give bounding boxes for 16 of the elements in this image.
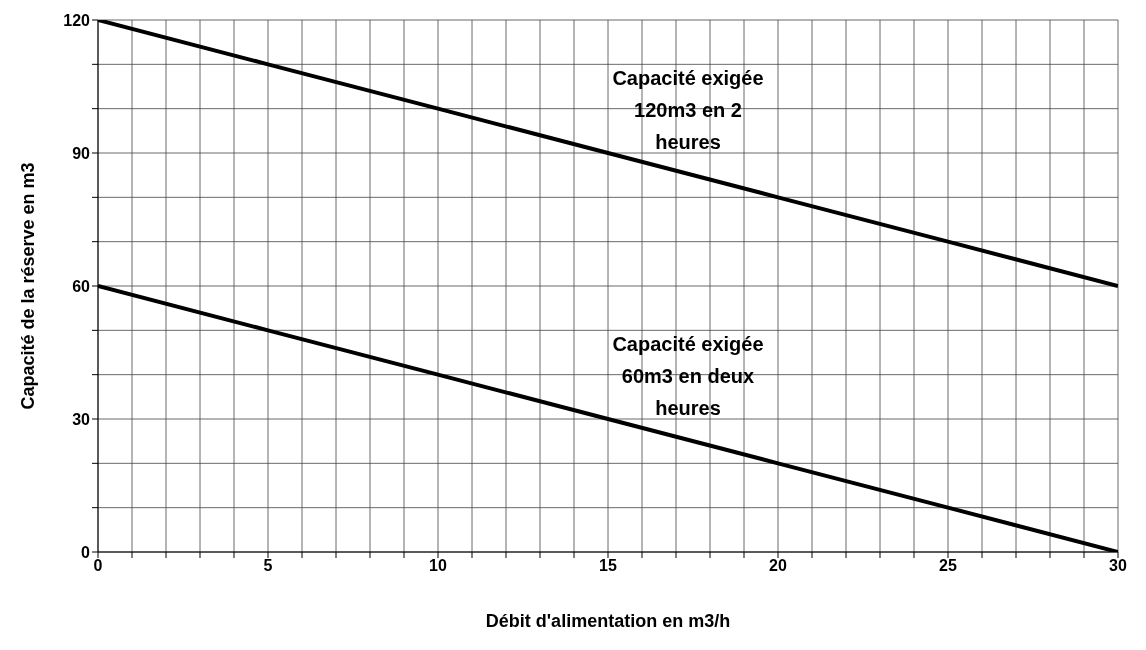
y-axis-title: Capacité de la réserve en m3 xyxy=(18,162,39,410)
y-tick-label: 0 xyxy=(81,543,91,561)
series-label: Capacité exigée 60m3 en deux heures xyxy=(612,333,764,419)
y-tick-label: 120 xyxy=(63,11,91,29)
x-tick-label: 5 xyxy=(263,557,273,575)
x-tick-label: 25 xyxy=(939,557,957,575)
x-tick-label: 0 xyxy=(93,557,103,575)
y-tick-label: 90 xyxy=(72,144,91,162)
y-tick-label: 60 xyxy=(72,277,91,295)
x-tick-label: 20 xyxy=(769,557,787,575)
y-tick-label: 30 xyxy=(72,410,91,428)
x-axis-title: Débit d'alimentation en m3/h xyxy=(485,611,731,631)
x-tick-label: 30 xyxy=(1109,557,1127,575)
series-label: Capacité exigée 120m3 en 2 heures xyxy=(612,67,764,153)
x-tick-label: 15 xyxy=(599,557,617,575)
x-tick-label: 10 xyxy=(429,557,447,575)
